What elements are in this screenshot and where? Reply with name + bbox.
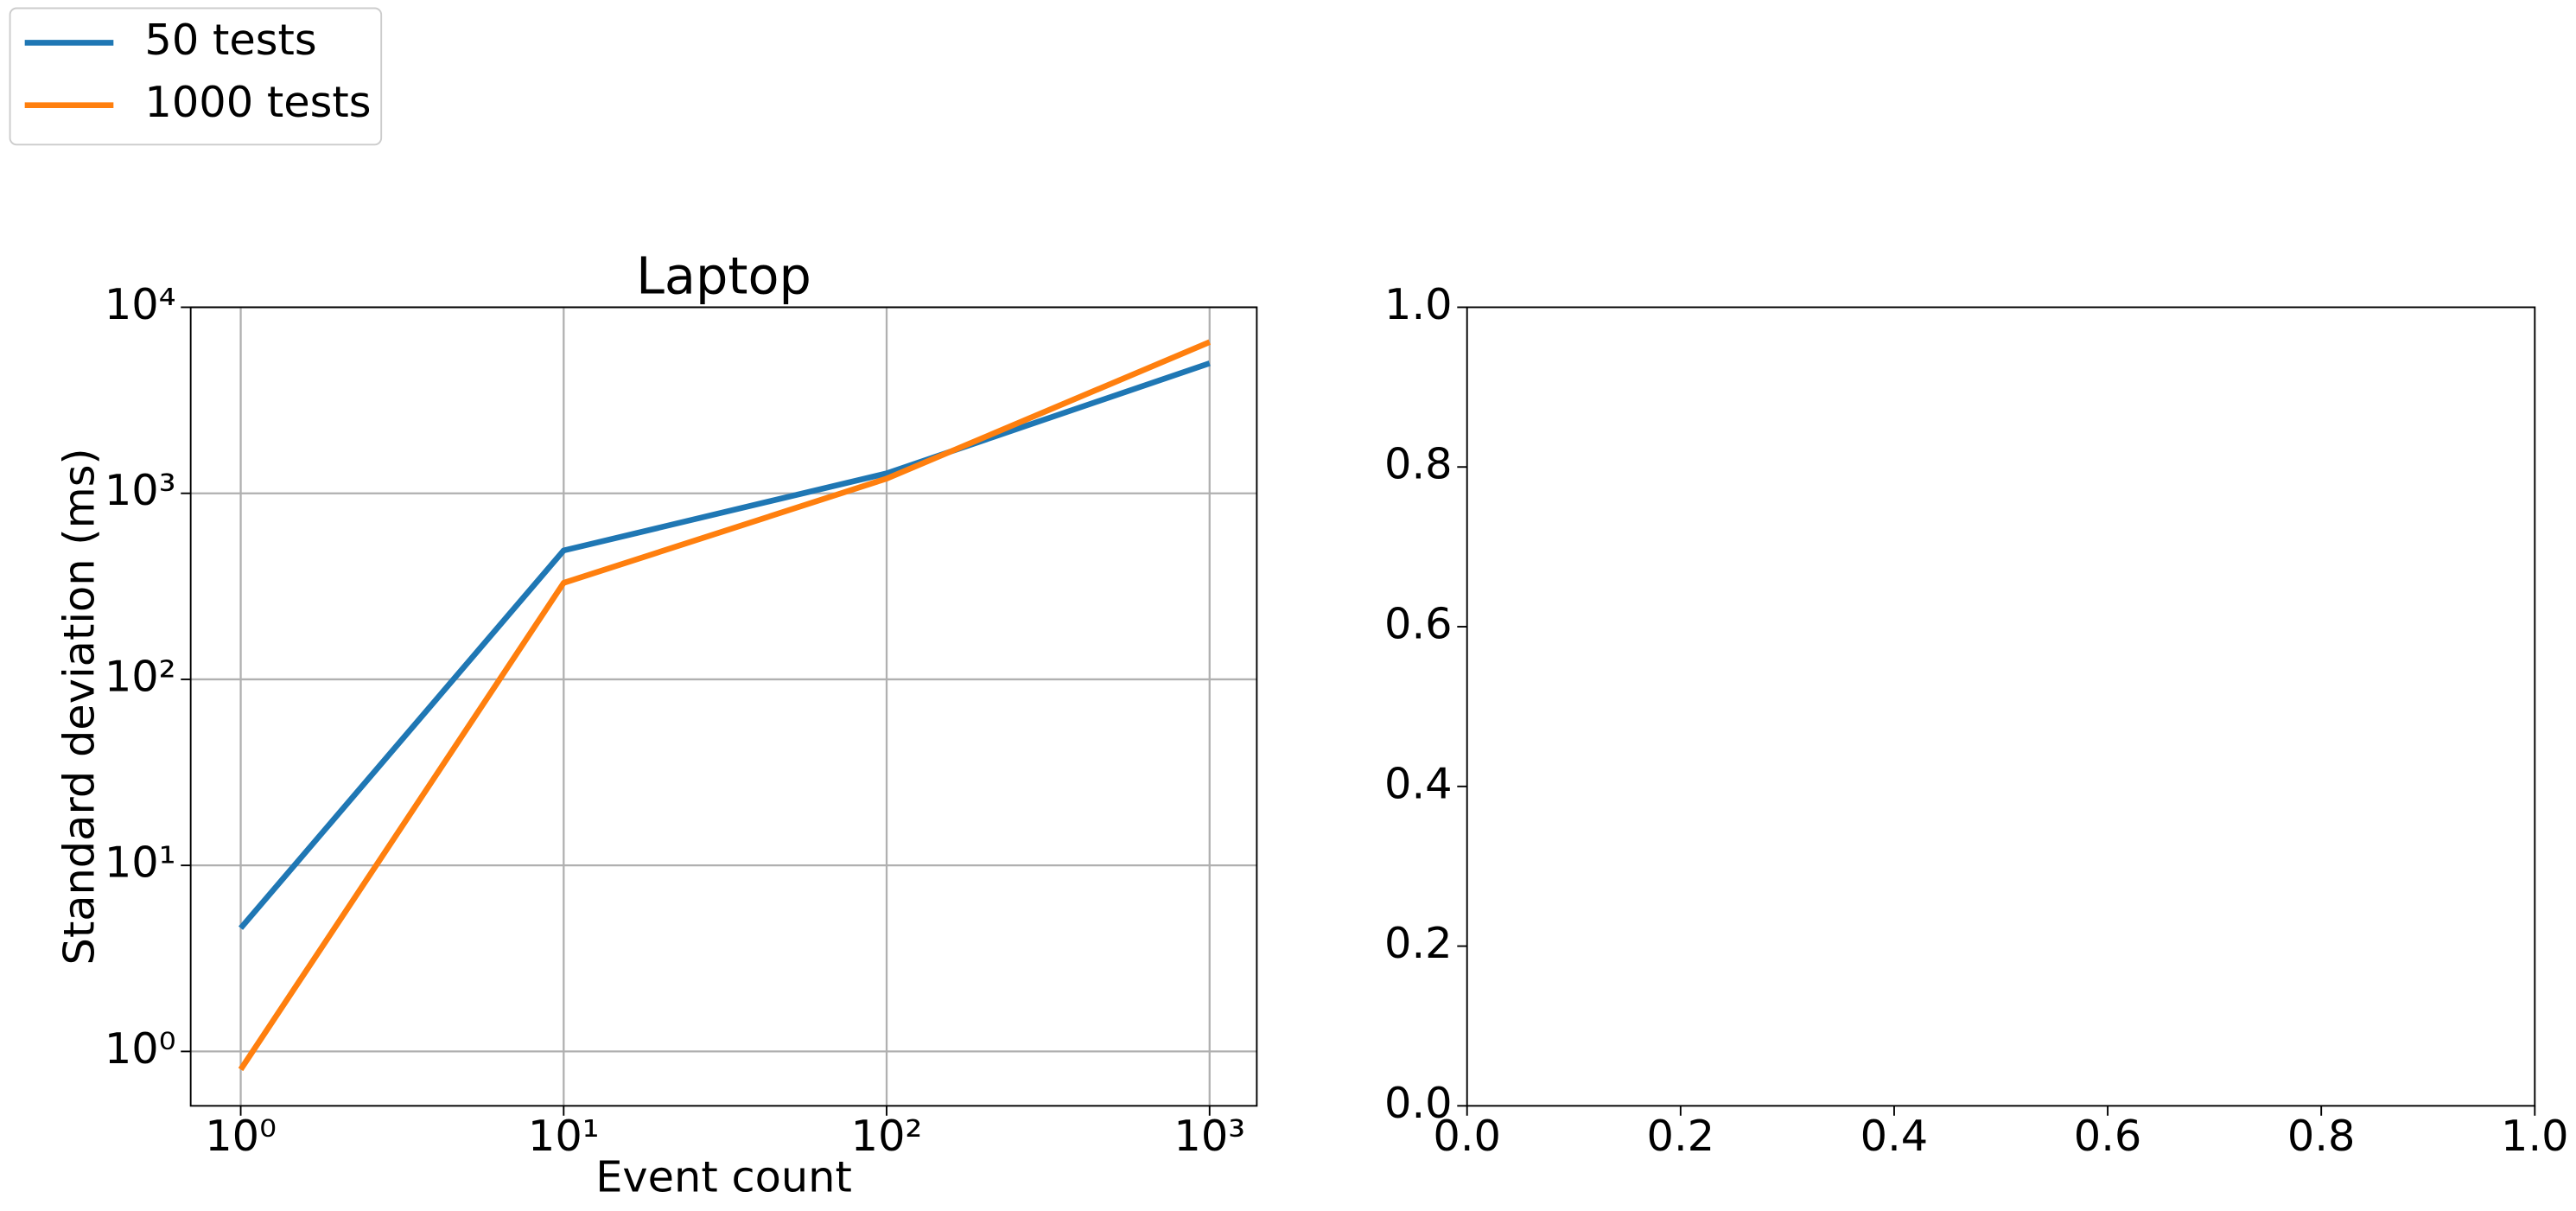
- y-tick-label: 10²: [105, 651, 176, 701]
- y-tick-label: 0.2: [1384, 918, 1453, 968]
- x-tick-label: 10¹: [528, 1111, 600, 1161]
- y-tick-label: 10¹: [105, 838, 176, 888]
- data-line: [239, 360, 1211, 930]
- y-tick-label: 1.0: [1384, 279, 1453, 329]
- legend-label: 50 tests: [144, 15, 316, 65]
- axes-frame: [1466, 306, 2536, 1107]
- y-tick-label: 0.8: [1384, 439, 1453, 489]
- axes-frame: [189, 306, 1258, 1107]
- x-tick-label: 10³: [1174, 1111, 1245, 1161]
- x-tick-label: 10⁰: [205, 1111, 277, 1161]
- y-tick-label: 0.6: [1384, 599, 1453, 649]
- data-line: [238, 339, 1212, 1072]
- x-tick-label: 10²: [851, 1111, 923, 1161]
- x-tick-label: 0.2: [1647, 1111, 1715, 1161]
- y-tick-label: 0.4: [1384, 758, 1453, 808]
- y-tick-label: 10⁰: [105, 1023, 176, 1074]
- legend-label: 1000 tests: [144, 77, 371, 127]
- chart-title: Laptop: [636, 245, 811, 305]
- x-tick-label: 0.8: [2287, 1111, 2356, 1161]
- x-tick-label: 1.0: [2501, 1111, 2569, 1161]
- x-tick-label: 0.4: [1860, 1111, 1929, 1161]
- y-tick-label: 10⁴: [105, 279, 176, 329]
- x-tick-label: 0.0: [1433, 1111, 1501, 1161]
- x-tick-label: 0.6: [2074, 1111, 2142, 1161]
- y-tick-label: 0.0: [1384, 1078, 1453, 1128]
- x-axis-label: Event count: [595, 1151, 852, 1201]
- y-tick-label: 10³: [105, 465, 176, 515]
- y-axis-label: Standard deviation (ms): [54, 448, 105, 965]
